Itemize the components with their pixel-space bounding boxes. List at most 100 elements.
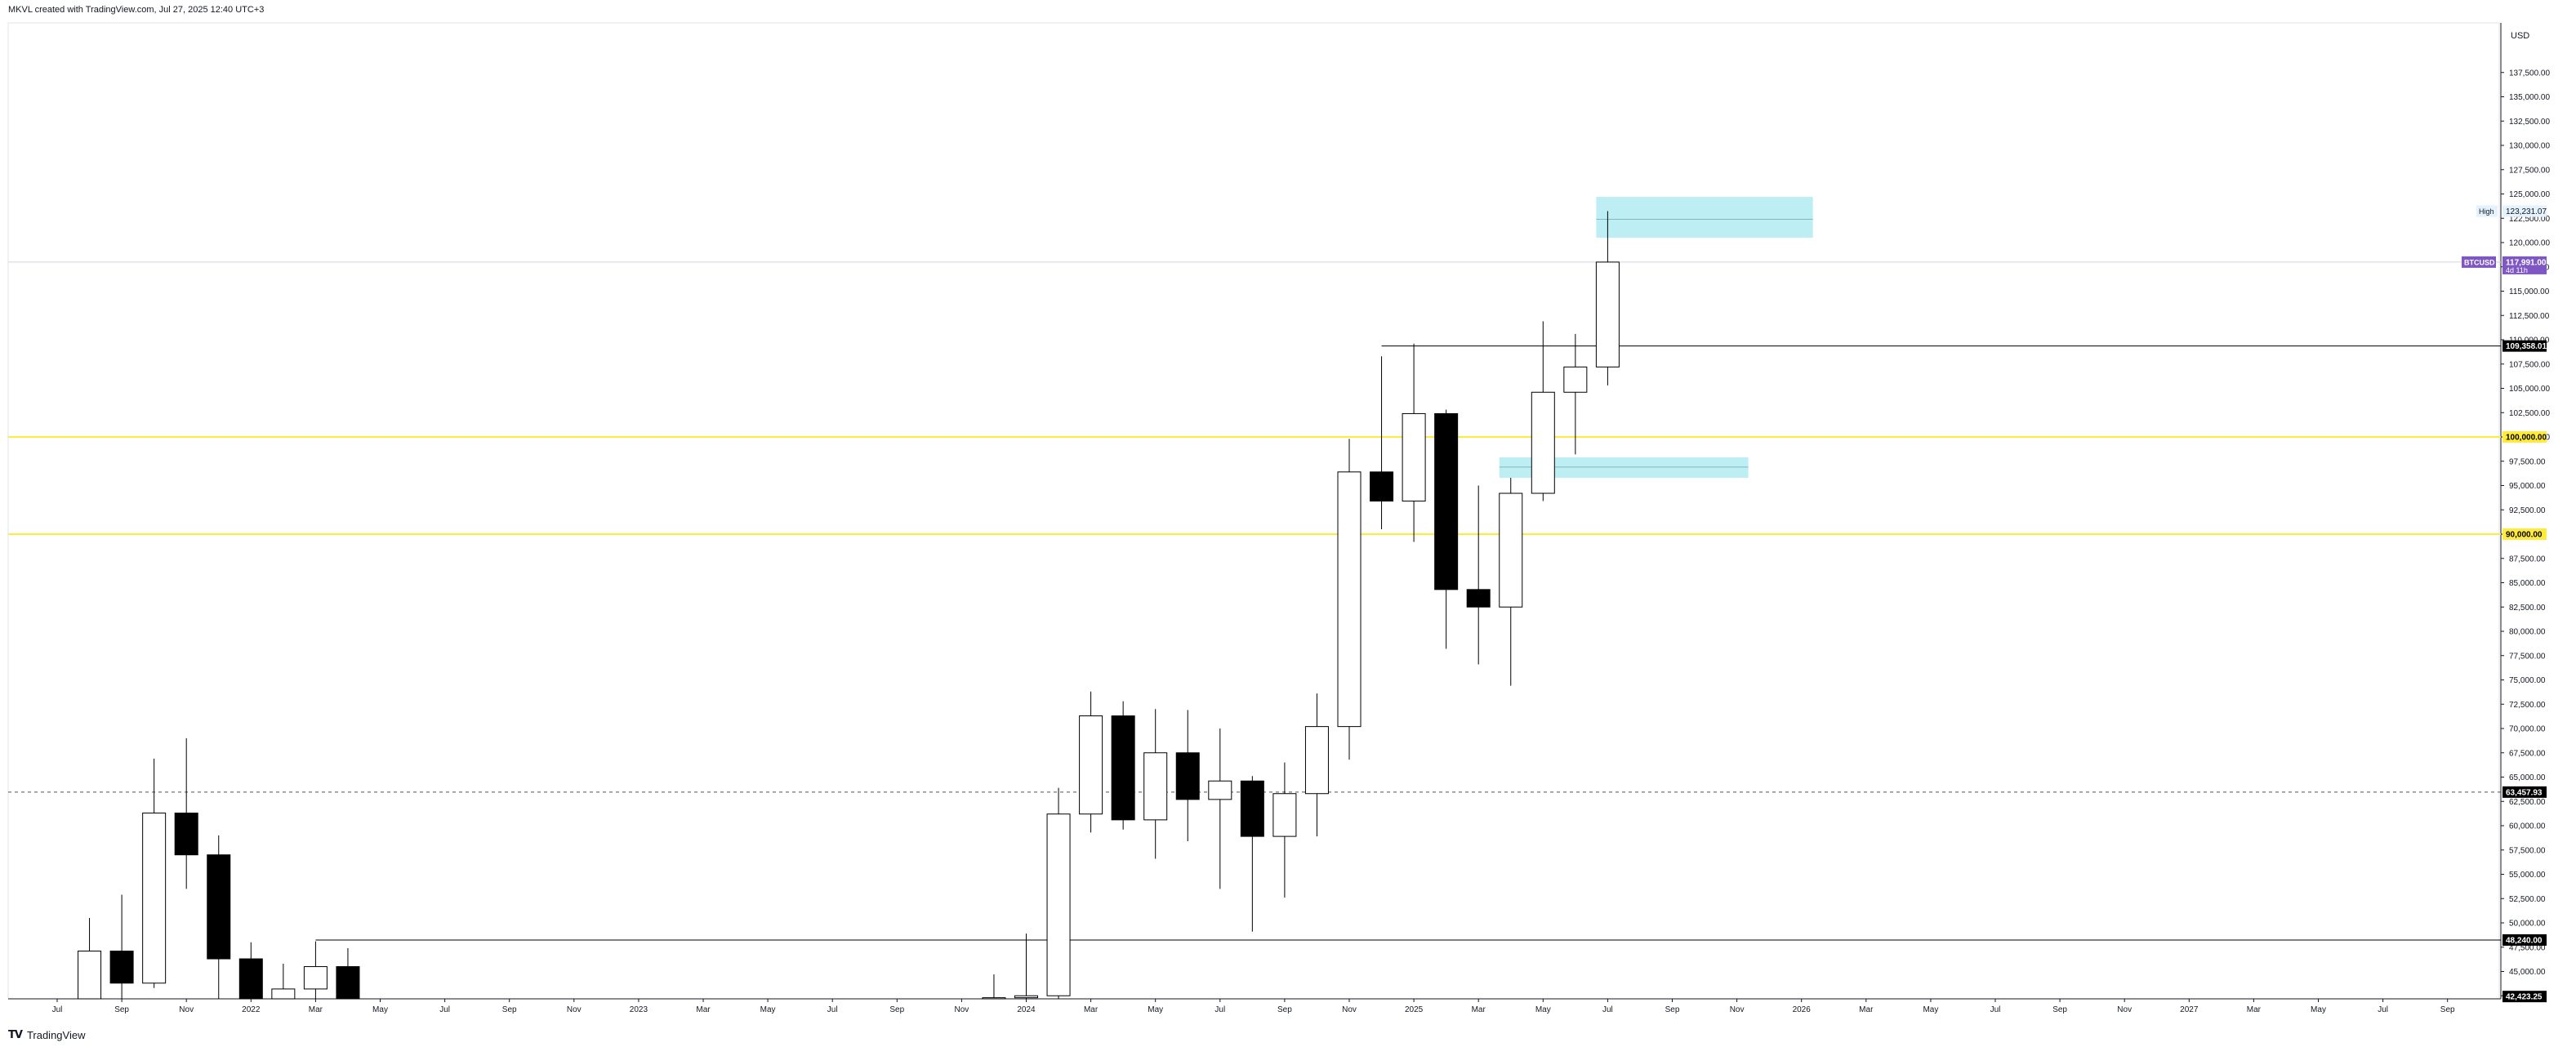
y-tick-label: 115,000.00 bbox=[2509, 287, 2550, 296]
candle-body[interactable] bbox=[109, 951, 134, 984]
x-tick-label: 2023 bbox=[630, 1005, 648, 1014]
x-tick-label: Jul bbox=[2378, 1005, 2388, 1014]
candle-body[interactable] bbox=[1175, 752, 1200, 800]
x-tick-label: Mar bbox=[696, 1005, 711, 1014]
x-tick-label: 2027 bbox=[2180, 1005, 2199, 1014]
candle-body[interactable] bbox=[238, 958, 263, 1000]
x-tick-label: May bbox=[1923, 1005, 1938, 1014]
candle-body[interactable] bbox=[1466, 589, 1491, 608]
y-tick-label: 87,500.00 bbox=[2509, 555, 2546, 564]
price-axis-badge bbox=[2502, 528, 2547, 540]
x-tick-label: Sep bbox=[1277, 1005, 1292, 1014]
x-tick-label: 2024 bbox=[1017, 1005, 1036, 1014]
candle-body[interactable] bbox=[336, 966, 360, 1000]
high-price-badge bbox=[2502, 205, 2547, 217]
x-tick-label: 2026 bbox=[1793, 1005, 1812, 1014]
y-tick-label: 60,000.00 bbox=[2509, 822, 2546, 831]
price-axis-badge-text: 90,000.00 bbox=[2506, 531, 2543, 540]
price-axis-badge bbox=[2502, 786, 2547, 798]
chart-frame bbox=[7, 22, 2500, 1000]
candle-body[interactable] bbox=[982, 997, 1006, 1000]
candle-body[interactable] bbox=[1434, 412, 1459, 590]
y-tick-label: 135,000.00 bbox=[2509, 93, 2550, 102]
candle-body[interactable] bbox=[1240, 780, 1264, 837]
high-caption-text: High bbox=[2479, 207, 2494, 216]
y-tick-label: 137,500.00 bbox=[2509, 69, 2550, 78]
liquidity-zone[interactable] bbox=[1596, 197, 1813, 238]
x-tick-label: Sep bbox=[1665, 1005, 1680, 1014]
candle-body[interactable] bbox=[1499, 492, 1523, 608]
candle-body[interactable] bbox=[78, 951, 102, 1000]
price-axis-badge bbox=[2502, 991, 2547, 1003]
candle-body[interactable] bbox=[1595, 261, 1620, 368]
y-tick-label: 92,500.00 bbox=[2509, 506, 2546, 515]
x-tick-label: Nov bbox=[1342, 1005, 1357, 1014]
candle-body[interactable] bbox=[1402, 412, 1426, 502]
price-axis-badge-text: 48,240.00 bbox=[2506, 936, 2543, 945]
candle-body[interactable] bbox=[1563, 366, 1588, 393]
price-axis-badge-text: 109,358.01 bbox=[2506, 342, 2547, 351]
y-tick-label: 62,500.00 bbox=[2509, 798, 2546, 807]
price-axis-badge-text: 42,423.25 bbox=[2506, 993, 2543, 1002]
candle-body[interactable] bbox=[303, 966, 328, 990]
candle-body[interactable] bbox=[1111, 715, 1135, 821]
y-tick-label: 70,000.00 bbox=[2509, 725, 2546, 734]
y-tick-label: 102,500.00 bbox=[2509, 409, 2550, 418]
x-tick-label: 2022 bbox=[242, 1005, 261, 1014]
candle-body[interactable] bbox=[174, 813, 198, 856]
x-tick-label: Mar bbox=[309, 1005, 323, 1014]
price-axis-badge-text: 63,457.93 bbox=[2506, 788, 2543, 797]
y-tick-label: 45,000.00 bbox=[2509, 968, 2546, 977]
currency-label: USD bbox=[2511, 31, 2529, 41]
x-tick-label: Nov bbox=[955, 1005, 969, 1014]
y-tick-label: 85,000.00 bbox=[2509, 579, 2546, 588]
candle-body[interactable] bbox=[207, 854, 231, 960]
candle-body[interactable] bbox=[1370, 471, 1394, 502]
candle-body[interactable] bbox=[1272, 793, 1297, 837]
candle-body[interactable] bbox=[1014, 995, 1038, 999]
current-price-badge bbox=[2502, 256, 2547, 274]
x-tick-label: Nov bbox=[1730, 1005, 1745, 1014]
candle-body[interactable] bbox=[1531, 391, 1555, 494]
x-tick-label: 2025 bbox=[1405, 1005, 1424, 1014]
candle-body[interactable] bbox=[1079, 715, 1103, 815]
symbol-badge-text: BTCUSD bbox=[2464, 258, 2495, 266]
y-tick-label: 122,500.00 bbox=[2509, 215, 2550, 224]
candle-body[interactable] bbox=[1208, 780, 1232, 800]
y-tick-label: 65,000.00 bbox=[2509, 773, 2546, 782]
current-price-text: 117,991.00 bbox=[2506, 258, 2547, 267]
x-tick-label: Jul bbox=[1990, 1005, 2001, 1014]
y-tick-label: 95,000.00 bbox=[2509, 482, 2546, 491]
x-tick-label: Mar bbox=[1084, 1005, 1099, 1014]
x-tick-label: Nov bbox=[567, 1005, 582, 1014]
y-tick-label: 120,000.00 bbox=[2509, 239, 2550, 248]
candle-body[interactable] bbox=[1337, 471, 1362, 728]
symbol-badge bbox=[2462, 256, 2496, 268]
x-tick-label: May bbox=[372, 1005, 388, 1014]
y-tick-label: 130,000.00 bbox=[2509, 142, 2550, 151]
y-tick-label: 72,500.00 bbox=[2509, 701, 2546, 710]
y-tick-label: 127,500.00 bbox=[2509, 166, 2550, 175]
x-tick-label: Sep bbox=[502, 1005, 517, 1014]
price-axis-badge-text: 100,000.00 bbox=[2506, 434, 2547, 443]
candle-body[interactable] bbox=[1046, 813, 1071, 996]
y-tick-label: 67,500.00 bbox=[2509, 749, 2546, 758]
brand-label: TradingView bbox=[26, 1029, 86, 1041]
x-tick-label: May bbox=[760, 1005, 776, 1014]
x-tick-label: Mar bbox=[1859, 1005, 1874, 1014]
candle-body[interactable] bbox=[142, 813, 167, 984]
x-tick-label: May bbox=[1535, 1005, 1551, 1014]
price-axis-badge bbox=[2502, 933, 2547, 946]
x-tick-label: May bbox=[2311, 1005, 2326, 1014]
y-tick-label: 112,500.00 bbox=[2509, 312, 2550, 321]
y-tick-label: 55,000.00 bbox=[2509, 871, 2546, 880]
candle-body[interactable] bbox=[271, 988, 296, 1000]
x-tick-label: May bbox=[1148, 1005, 1163, 1014]
x-tick-label: Jul bbox=[827, 1005, 838, 1014]
price-axis-badge bbox=[2502, 431, 2547, 443]
y-tick-label: 57,500.00 bbox=[2509, 846, 2546, 855]
x-tick-label: Mar bbox=[2247, 1005, 2262, 1014]
candle-body[interactable] bbox=[1143, 752, 1168, 821]
candle-body[interactable] bbox=[1304, 726, 1329, 795]
